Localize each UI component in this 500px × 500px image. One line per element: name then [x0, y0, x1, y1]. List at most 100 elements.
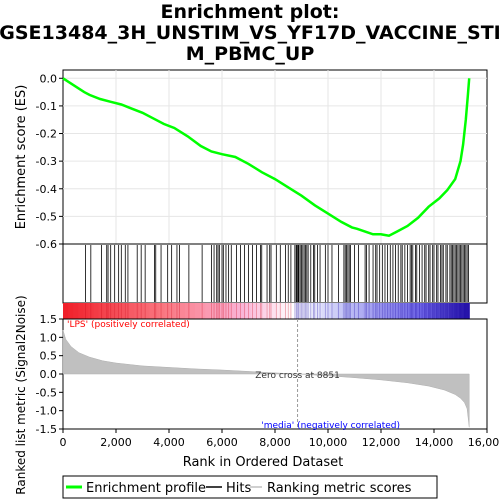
colorbar-segment — [454, 303, 460, 319]
colorbar-segment — [164, 303, 171, 319]
colorbar-segment — [215, 303, 222, 319]
colorbar-segment — [398, 303, 404, 319]
colorbar-segment — [327, 303, 333, 319]
hits-panel-frame — [62, 243, 488, 304]
rank-y-tick-label: -1.0 — [36, 405, 57, 418]
colorbar-segment — [88, 303, 95, 319]
colorbar-segment — [423, 303, 430, 319]
colorbar-segment — [205, 303, 211, 319]
colorbar-segment — [261, 303, 267, 319]
colorbar-segment — [123, 303, 130, 319]
colorbar-segment — [149, 303, 156, 319]
x-tick-label: 2,000 — [100, 436, 132, 449]
colorbar-segment — [68, 303, 74, 319]
colorbar-segment — [179, 303, 186, 319]
colorbar-segment — [362, 303, 369, 319]
colorbar-segment — [306, 303, 313, 319]
rank-colorbar — [63, 303, 470, 319]
rank-y-tick-label: -0.5 — [36, 386, 57, 399]
colorbar-segment — [250, 303, 257, 319]
colorbar-segment — [459, 303, 465, 319]
colorbar-segment — [352, 303, 359, 319]
colorbar-segment — [159, 303, 166, 319]
title-line-1: Enrichment plot: — [161, 1, 340, 23]
x-tick-label: 6,000 — [206, 436, 238, 449]
colorbar-segment — [144, 303, 150, 319]
colorbar-segment — [291, 303, 298, 319]
colorbar-segment — [428, 303, 435, 319]
colorbar-segment — [342, 303, 348, 319]
colorbar-segment — [286, 303, 293, 319]
colorbar-segment — [118, 303, 125, 319]
rank-metric-area — [62, 329, 470, 428]
colorbar-segment — [337, 303, 343, 319]
title-line-3: M_PBMC_UP — [186, 43, 315, 65]
rank-y-tick-label: 1.0 — [40, 331, 58, 344]
title-line-2: GSE13484_3H_UNSTIM_VS_YF17D_VACCINE_STI — [0, 22, 500, 44]
colorbar-segment — [266, 303, 272, 319]
colorbar-segment — [220, 303, 227, 319]
colorbar-segment — [321, 303, 328, 319]
es-y-tick-label: -0.5 — [36, 210, 57, 223]
x-tick-label: 12,000 — [362, 436, 401, 449]
rank-x-ticks: 0 2,000 4,000 6,000 8,000 10,000 12,000 14,000 1… — [60, 429, 500, 449]
x-tick-label: 0 — [60, 436, 67, 449]
es-y-tick-label: -0.4 — [36, 183, 57, 196]
es-y-tick-label: -0.1 — [36, 100, 57, 113]
es-series-line — [62, 77, 471, 238]
x-tick-label: 10,000 — [309, 436, 348, 449]
rank-y-axis-label: Ranked list metric (Signal2Noise) — [14, 295, 28, 494]
colorbar-segment — [225, 303, 232, 319]
x-tick-label: 14,000 — [415, 436, 454, 449]
colorbar-segment — [413, 303, 420, 319]
rank-y-tick-label: 0.5 — [40, 350, 58, 363]
es-y-axis-label: Enrichment score (ES) — [14, 85, 29, 230]
colorbar-segment — [108, 303, 115, 319]
legend-label-enrichment: Enrichment profile — [86, 481, 206, 496]
colorbar-segment — [184, 303, 191, 319]
colorbar-segment — [154, 303, 161, 319]
colorbar-segment — [301, 303, 308, 319]
colorbar-segment — [357, 303, 364, 319]
colorbar-segment — [98, 303, 105, 319]
colorbar-segment — [316, 303, 323, 319]
colorbar-segment — [393, 303, 399, 319]
colorbar-segment — [78, 303, 84, 319]
colorbar-segment — [332, 303, 338, 319]
colorbar-segment — [63, 303, 69, 319]
colorbar-segment — [245, 303, 252, 319]
rank-x-axis-label: Rank in Ordered Dataset — [183, 455, 344, 470]
x-tick-label: 16,000 — [468, 436, 500, 449]
rank-y-tick-label: -1.5 — [36, 423, 57, 436]
colorbar-segment — [235, 303, 242, 319]
colorbar-segment — [311, 303, 318, 319]
colorbar-segment — [271, 303, 277, 319]
colorbar-segment — [230, 303, 237, 319]
es-y-tick-label: -0.3 — [36, 155, 57, 168]
colorbar-segment — [200, 303, 206, 319]
colorbar-segment — [418, 303, 425, 319]
colorbar-segment — [139, 303, 145, 319]
colorbar-segment — [448, 303, 455, 319]
colorbar-segment — [103, 303, 110, 319]
es-y-tick-label: -0.6 — [36, 238, 57, 251]
positive-correlation-label: 'LPS' (positively correlated) — [67, 320, 190, 330]
colorbar-segment — [281, 303, 288, 319]
rank-y-ticks: 1.5 1.0 0.5 0.0 -0.5 -1.0 -1.5 — [36, 313, 63, 436]
hits-group — [85, 245, 469, 302]
colorbar-segment — [129, 303, 135, 319]
rank-y-tick-label: 0.0 — [40, 368, 58, 381]
negative-correlation-label: 'media' (negatively correlated) — [261, 421, 400, 431]
es-y-tick-label: 0.0 — [40, 72, 58, 85]
colorbar-segment — [367, 303, 374, 319]
colorbar-segment — [408, 303, 414, 319]
colorbar-segment — [377, 303, 384, 319]
es-y-tick-label: -0.2 — [36, 128, 57, 141]
colorbar-segment — [174, 303, 181, 319]
colorbar-segment — [382, 303, 389, 319]
colorbar-segment — [296, 303, 303, 319]
colorbar-segment — [443, 303, 450, 319]
colorbar-segment — [169, 303, 176, 319]
